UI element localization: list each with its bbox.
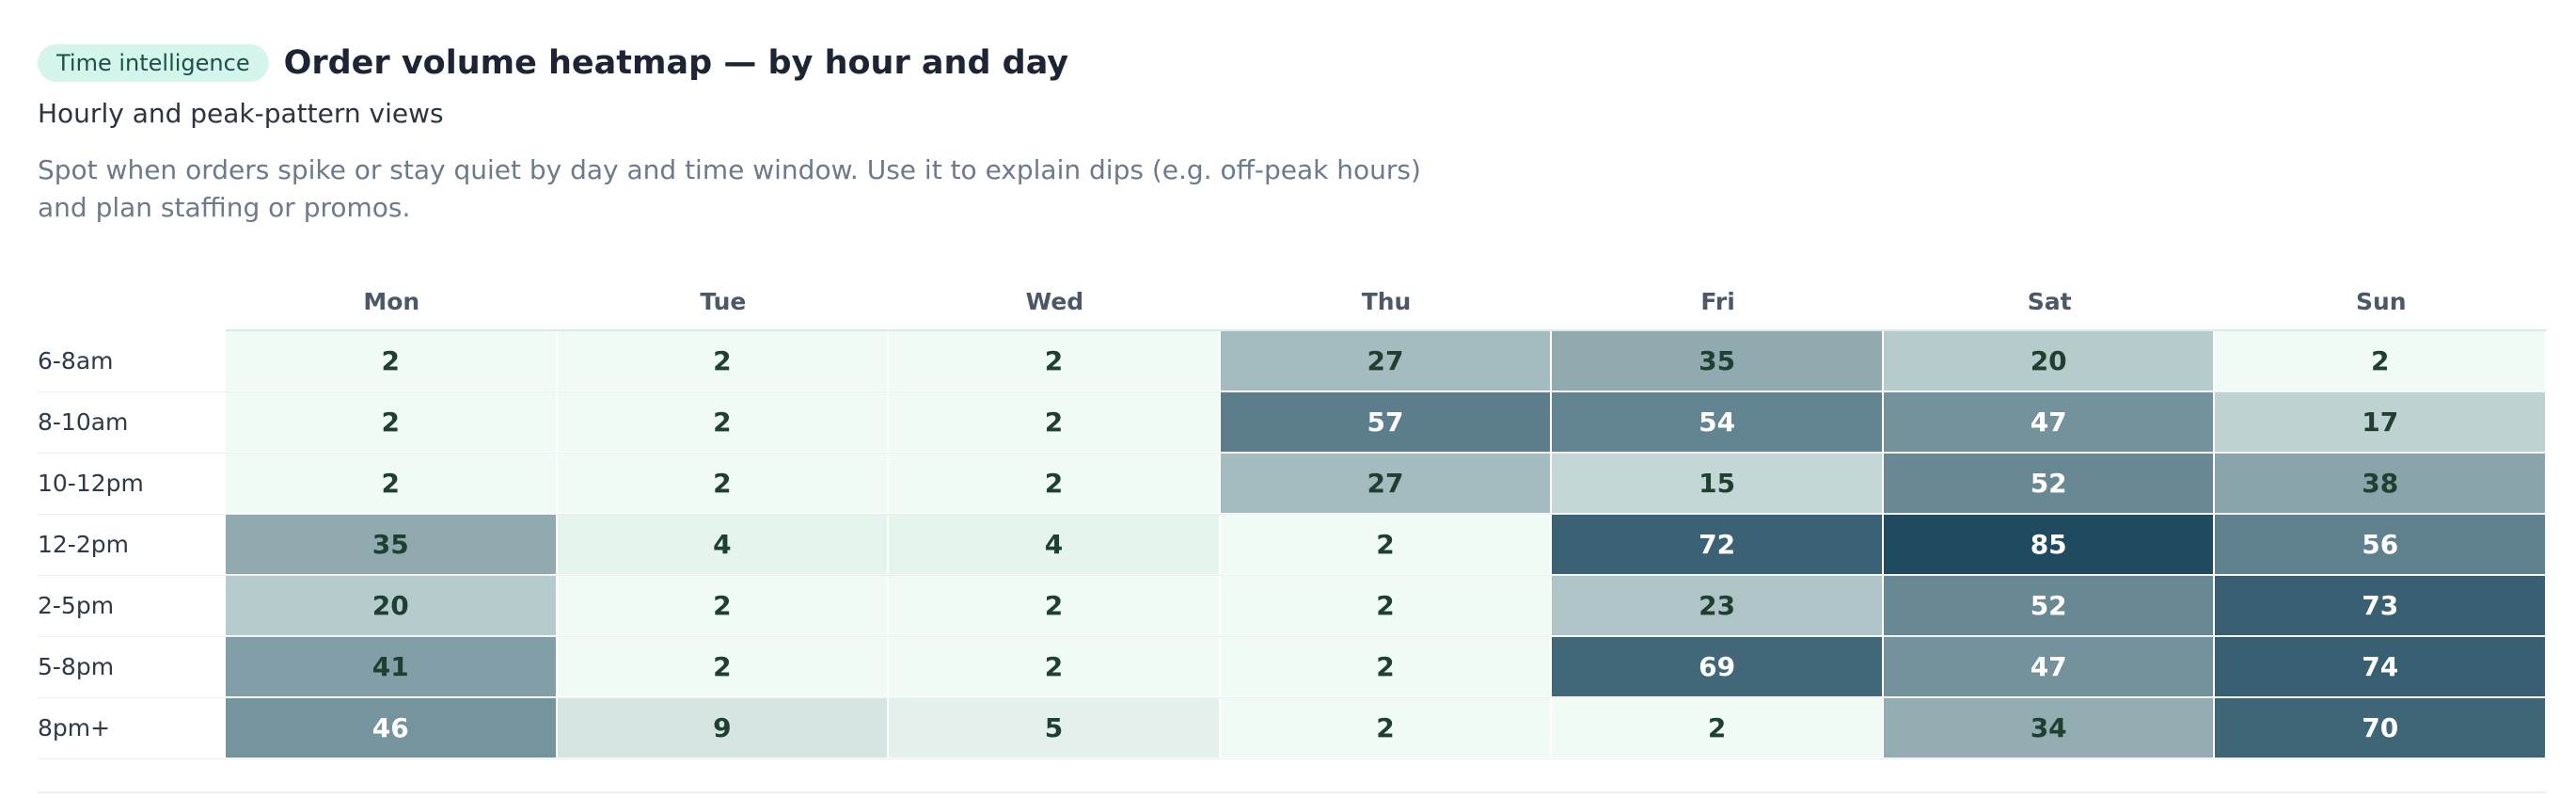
heatmap-cell[interactable]: 27: [1220, 331, 1553, 391]
heatmap-cell[interactable]: 46: [226, 698, 558, 758]
heatmap-cell[interactable]: 47: [1883, 637, 2216, 697]
heatmap-cell[interactable]: 20: [1883, 331, 2216, 391]
footer-divider: [38, 791, 2547, 793]
heatmap-column-headers: Mon Tue Wed Thu Fri Sat Sun: [226, 274, 2547, 331]
heatmap-cell[interactable]: 52: [1883, 454, 2216, 514]
heatmap-cell[interactable]: 35: [1552, 331, 1884, 391]
heatmap-cell[interactable]: 38: [2215, 454, 2548, 514]
heatmap-cell[interactable]: 9: [557, 698, 890, 758]
heatmap-cell[interactable]: 73: [2215, 576, 2548, 636]
heatmap-cell[interactable]: 72: [1552, 515, 1884, 575]
heatmap-body: 6-8am 2 2 2 27 35 20 2 8-10am 2 2 2 57 54 47 17 10-12pm 2…: [38, 331, 2548, 759]
heatmap-cell[interactable]: 54: [1552, 392, 1884, 453]
heatmap-cell[interactable]: 2: [889, 637, 1221, 697]
column-header-sat: Sat: [2027, 288, 2072, 315]
heatmap-cell[interactable]: 70: [2215, 698, 2548, 758]
heatmap-cell[interactable]: 15: [1552, 454, 1884, 514]
heatmap-row: 8-10am 2 2 2 57 54 47 17: [38, 392, 2548, 454]
heatmap-cell[interactable]: 2: [889, 392, 1221, 453]
heatmap-cell[interactable]: 2: [557, 576, 890, 636]
heatmap-cell[interactable]: 2: [1220, 637, 1553, 697]
heatmap-cell[interactable]: 2: [2215, 331, 2548, 391]
column-header-thu: Thu: [1361, 288, 1412, 315]
heatmap-cell[interactable]: 2: [557, 637, 890, 697]
heatmap-cell[interactable]: 2: [889, 454, 1221, 514]
heatmap-cell[interactable]: 4: [557, 515, 890, 575]
row-label: 8pm+: [38, 714, 111, 742]
column-header-wed: Wed: [1025, 288, 1084, 315]
heatmap-cell[interactable]: 17: [2215, 392, 2548, 453]
heatmap-cell[interactable]: 2: [557, 331, 890, 391]
heatmap-cell[interactable]: 2: [226, 331, 558, 391]
heatmap-cell[interactable]: 85: [1883, 515, 2216, 575]
heatmap-row: 12-2pm 35 4 4 2 72 85 56: [38, 515, 2548, 576]
column-header-tue: Tue: [700, 288, 747, 315]
row-label: 10-12pm: [38, 470, 144, 497]
heatmap-cell[interactable]: 74: [2215, 637, 2548, 697]
title-row: Time intelligence Order volume heatmap —…: [38, 41, 2539, 85]
heatmap-row: 10-12pm 2 2 2 27 15 52 38: [38, 454, 2548, 515]
row-label: 12-2pm: [38, 531, 129, 558]
heatmap-cell[interactable]: 2: [226, 392, 558, 453]
heatmap-cell[interactable]: 2: [557, 392, 890, 453]
heatmap-cell[interactable]: 2: [1220, 698, 1553, 758]
heatmap-cell[interactable]: 2: [1220, 515, 1553, 575]
row-label: 2-5pm: [38, 592, 115, 619]
row-label: 5-8pm: [38, 653, 115, 680]
heatmap-cell[interactable]: 47: [1883, 392, 2216, 453]
heatmap-cell[interactable]: 2: [889, 331, 1221, 391]
heatmap-cell[interactable]: 2: [226, 454, 558, 514]
heatmap-cell[interactable]: 27: [1220, 454, 1553, 514]
heatmap-cell[interactable]: 41: [226, 637, 558, 697]
heatmap-cell[interactable]: 2: [889, 576, 1221, 636]
heatmap-row: 5-8pm 41 2 2 2 69 47 74: [38, 637, 2548, 698]
chart-subtitle: Hourly and peak-pattern views: [38, 98, 444, 129]
chart-description: Spot when orders spike or stay quiet by …: [38, 154, 1421, 223]
heatmap-cell[interactable]: 4: [889, 515, 1221, 575]
column-header-fri: Fri: [1700, 288, 1735, 315]
heatmap-cell[interactable]: 2: [1220, 576, 1553, 636]
column-header-sun: Sun: [2355, 288, 2407, 315]
chart-title: Order volume heatmap — by hour and day: [283, 44, 1069, 82]
heatmap-cell[interactable]: 56: [2215, 515, 2548, 575]
heatmap-cell[interactable]: 35: [226, 515, 558, 575]
heatmap-cell[interactable]: 69: [1552, 637, 1884, 697]
column-header-mon: Mon: [363, 288, 420, 315]
heatmap-cell[interactable]: 23: [1552, 576, 1884, 636]
category-badge: Time intelligence: [38, 44, 269, 82]
row-label: 8-10am: [38, 408, 129, 436]
heatmap-cell[interactable]: 34: [1883, 698, 2216, 758]
heatmap-row: 6-8am 2 2 2 27 35 20 2: [38, 331, 2548, 392]
heatmap-cell[interactable]: 2: [1552, 698, 1884, 758]
heatmap-cell[interactable]: 52: [1883, 576, 2216, 636]
heatmap-row: 8pm+ 46 9 5 2 2 34 70: [38, 698, 2548, 759]
heatmap-cell[interactable]: 57: [1220, 392, 1553, 453]
heatmap-cell[interactable]: 20: [226, 576, 558, 636]
heatmap-cell[interactable]: 2: [557, 454, 890, 514]
heatmap: Mon Tue Wed Thu Fri Sat Sun 6-8am 2 2 2 27 35 20 2 8-1…: [38, 274, 2548, 793]
heatmap-cell[interactable]: 5: [889, 698, 1221, 758]
header: Time intelligence Order volume heatmap —…: [38, 41, 2539, 227]
row-label: 6-8am: [38, 347, 114, 375]
heatmap-row: 2-5pm 20 2 2 2 23 52 73: [38, 576, 2548, 637]
